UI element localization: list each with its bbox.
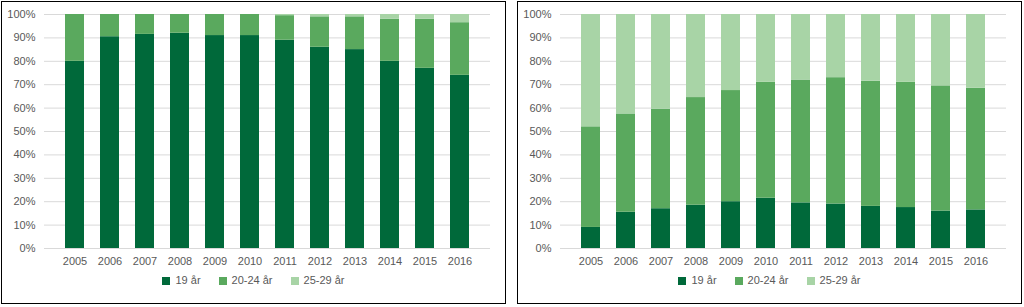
svg-text:0%: 0%: [20, 242, 36, 254]
html-text:19 år: 19 år: [175, 274, 201, 286]
html-text:20-24 år: 20-24 år: [231, 274, 273, 286]
svg-text:2005: 2005: [63, 255, 87, 267]
svg-text:2007: 2007: [133, 255, 157, 267]
svg-text:10%: 10%: [529, 219, 551, 231]
svg-text:80%: 80%: [529, 55, 551, 67]
svg-text:40%: 40%: [13, 148, 35, 160]
html-text:25-29 år: 25-29 år: [303, 274, 345, 286]
svg-text:50%: 50%: [13, 125, 35, 137]
svg-text:90%: 90%: [529, 31, 551, 43]
svg-text:2008: 2008: [168, 255, 192, 267]
svg-text:2014: 2014: [378, 255, 402, 267]
svg-text:0%: 0%: [536, 242, 552, 254]
svg-text:40%: 40%: [529, 148, 551, 160]
svg-text:2013: 2013: [859, 255, 883, 267]
svg-text:100%: 100%: [523, 8, 551, 20]
html-text:19 år: 19 år: [691, 274, 717, 286]
svg-text:30%: 30%: [529, 172, 551, 184]
svg-text:2007: 2007: [649, 255, 673, 267]
svg-text:70%: 70%: [529, 78, 551, 90]
svg-text:2013: 2013: [343, 255, 367, 267]
svg-text:10%: 10%: [13, 219, 35, 231]
svg-text:30%: 30%: [13, 172, 35, 184]
svg-text:2016: 2016: [448, 255, 472, 267]
svg-text:60%: 60%: [529, 102, 551, 114]
svg-text:2011: 2011: [273, 255, 297, 267]
svg-text:2006: 2006: [98, 255, 122, 267]
svg-text:80%: 80%: [13, 55, 35, 67]
svg-text:2012: 2012: [308, 255, 332, 267]
svg-text:2010: 2010: [754, 255, 778, 267]
svg-text:60%: 60%: [13, 102, 35, 114]
svg-text:2015: 2015: [413, 255, 437, 267]
svg-text:2016: 2016: [964, 255, 988, 267]
svg-text:20%: 20%: [13, 195, 35, 207]
html-text:20-24 år: 20-24 år: [747, 274, 789, 286]
svg-text:90%: 90%: [13, 31, 35, 43]
svg-text:2005: 2005: [579, 255, 603, 267]
svg-text:50%: 50%: [529, 125, 551, 137]
svg-text:2009: 2009: [719, 255, 743, 267]
svg-text:20%: 20%: [529, 195, 551, 207]
svg-text:2008: 2008: [684, 255, 708, 267]
svg-text:2012: 2012: [824, 255, 848, 267]
html-text:25-29 år: 25-29 år: [819, 274, 861, 286]
svg-text:2006: 2006: [614, 255, 638, 267]
svg-text:2015: 2015: [929, 255, 953, 267]
svg-text:2011: 2011: [789, 255, 813, 267]
svg-text:2009: 2009: [203, 255, 227, 267]
svg-text:2014: 2014: [894, 255, 918, 267]
svg-text:2010: 2010: [238, 255, 262, 267]
svg-text:100%: 100%: [7, 8, 35, 20]
svg-text:70%: 70%: [13, 78, 35, 90]
